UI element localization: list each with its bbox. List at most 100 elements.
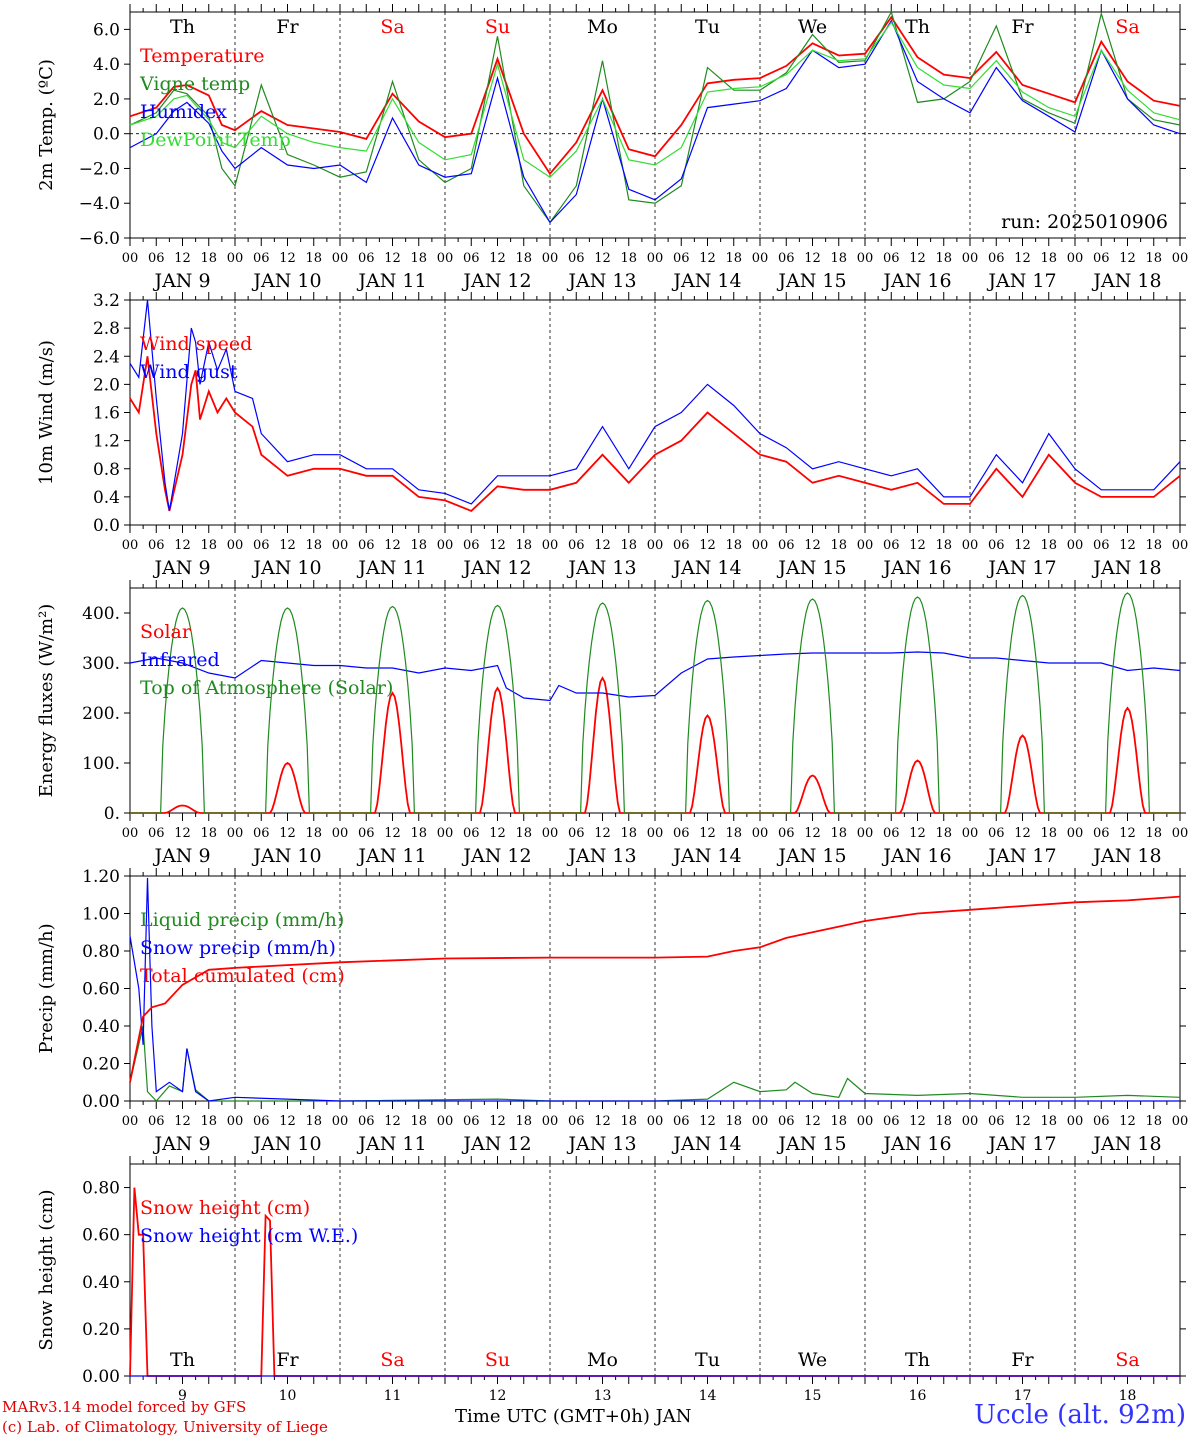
y-tick-label: 2.0 (93, 375, 120, 395)
hour-tick-label: 12 (279, 251, 296, 266)
date-label: JAN 12 (461, 845, 531, 867)
y-tick-label: 1.00 (82, 905, 120, 925)
hour-tick-label: 06 (253, 1114, 270, 1129)
hour-tick-label: 06 (1093, 826, 1110, 841)
hour-tick-label: 18 (1145, 538, 1162, 553)
hour-tick-label: 00 (1172, 1114, 1189, 1129)
hour-tick-label: 06 (253, 538, 270, 553)
hour-tick-label: 00 (1067, 538, 1084, 553)
date-label: JAN 14 (671, 557, 741, 579)
date-label: JAN 11 (356, 1133, 426, 1155)
day-number-label: 11 (384, 1388, 402, 1404)
hour-tick-label: 00 (122, 826, 139, 841)
weekday-label-bottom: Sa (380, 1349, 404, 1371)
date-label: JAN 10 (251, 270, 321, 292)
hour-tick-label: 18 (200, 538, 217, 553)
day-number-label: 18 (1119, 1388, 1137, 1404)
hour-tick-label: 00 (752, 1114, 769, 1129)
hour-tick-label: 00 (437, 1114, 454, 1129)
y-axis-label: Snow height (cm) (36, 1189, 57, 1350)
hour-tick-label: 12 (1014, 251, 1031, 266)
date-label: JAN 18 (1091, 845, 1161, 867)
series-line-humidex (129, 19, 1181, 224)
hour-tick-label: 12 (489, 826, 506, 841)
series-line-dewpoint-temp (129, 21, 1181, 178)
weekday-label-bottom: Su (485, 1349, 510, 1371)
hour-tick-label: 06 (883, 251, 900, 266)
y-tick-label: 1.6 (93, 404, 120, 424)
panel-precip: 0.00 0.20 0.40 0.60 0.80 1.00 1.20 Precip (mm/h… (36, 867, 1188, 1155)
hour-tick-label: 00 (437, 251, 454, 266)
panel-frame (129, 587, 1181, 814)
hour-tick-label: 18 (935, 251, 952, 266)
hour-tick-label: 18 (725, 1114, 742, 1129)
hour-tick-label: 18 (1040, 1114, 1057, 1129)
series-line-temperature (129, 15, 1181, 176)
hour-tick-label: 06 (463, 251, 480, 266)
date-label: JAN 9 (152, 557, 210, 579)
hour-tick-label: 06 (568, 538, 585, 553)
y-axis-label: Energy fluxes (W/m²) (36, 604, 57, 798)
hour-tick-label: 18 (305, 1114, 322, 1129)
hour-tick-label: 18 (935, 1114, 952, 1129)
station-label: Uccle (alt. 92m) (974, 1400, 1186, 1430)
hour-tick-label: 00 (962, 538, 979, 553)
hour-tick-label: 00 (1172, 826, 1189, 841)
hour-tick-label: 18 (305, 538, 322, 553)
day-number-label: 10 (279, 1388, 297, 1404)
hour-tick-label: 18 (1040, 538, 1057, 553)
hour-tick-label: 18 (410, 1114, 427, 1129)
date-label: JAN 13 (566, 270, 636, 292)
hour-tick-label: 06 (883, 826, 900, 841)
panel-wind: 0.0 0.4 0.8 1.2 1.6 2.0 2.4 2.8 3.2 10m Wind (m/s… (36, 291, 1188, 579)
date-label: JAN 14 (671, 845, 741, 867)
hour-tick-label: 12 (594, 251, 611, 266)
day-number-label: 14 (699, 1388, 717, 1404)
legend-entry: Wind gust (140, 361, 238, 383)
date-label: JAN 16 (881, 270, 951, 292)
date-label: JAN 15 (776, 845, 846, 867)
hour-tick-label: 18 (830, 251, 847, 266)
hour-tick-label: 00 (542, 1114, 559, 1129)
hour-tick-label: 12 (909, 826, 926, 841)
hour-tick-label: 00 (752, 251, 769, 266)
hour-tick-label: 00 (857, 538, 874, 553)
date-label: JAN 14 (671, 270, 741, 292)
y-tick-label: −6.0 (79, 229, 120, 249)
date-label: JAN 12 (461, 557, 531, 579)
y-tick-label: 2.4 (93, 347, 120, 367)
y-tick-label: 400. (82, 604, 120, 624)
hour-tick-label: 12 (699, 1114, 716, 1129)
hour-tick-label: 06 (463, 1114, 480, 1129)
y-tick-label: 0.40 (82, 1273, 120, 1293)
date-label: JAN 13 (566, 557, 636, 579)
day-number-label: 17 (1014, 1388, 1032, 1404)
y-axis-label: 10m Wind (m/s) (36, 340, 57, 485)
legend-entry: Wind speed (140, 333, 252, 355)
hour-tick-label: 12 (804, 538, 821, 553)
day-number-label: 12 (489, 1388, 507, 1404)
weekday-label: Fr (1011, 16, 1034, 38)
panel-snow: 0.00 0.20 0.40 0.60 0.80 Snow height (cm) Snow… (36, 1156, 1186, 1387)
panel-frame (129, 299, 1181, 526)
hour-tick-label: 12 (699, 251, 716, 266)
hour-tick-label: 06 (883, 1114, 900, 1129)
hour-tick-label: 00 (647, 251, 664, 266)
y-tick-label: −4.0 (79, 194, 120, 214)
hour-tick-label: 00 (227, 826, 244, 841)
panel-energy: 0. 100. 200. 300. 400. Energy fluxes (W/m²) 00… (36, 580, 1188, 867)
date-label: JAN 15 (776, 270, 846, 292)
hour-tick-label: 00 (332, 1114, 349, 1129)
date-label: JAN 9 (152, 1133, 210, 1155)
weekday-label-bottom: Th (905, 1349, 930, 1371)
hour-tick-label: 06 (778, 538, 795, 553)
date-label: JAN 17 (986, 557, 1056, 579)
hour-tick-label: 12 (174, 538, 191, 553)
y-tick-label: 1.2 (93, 432, 120, 452)
hour-tick-label: 06 (988, 251, 1005, 266)
hour-tick-label: 06 (1093, 251, 1110, 266)
hour-tick-label: 18 (200, 1114, 217, 1129)
date-label: JAN 11 (356, 845, 426, 867)
hour-tick-label: 18 (410, 538, 427, 553)
